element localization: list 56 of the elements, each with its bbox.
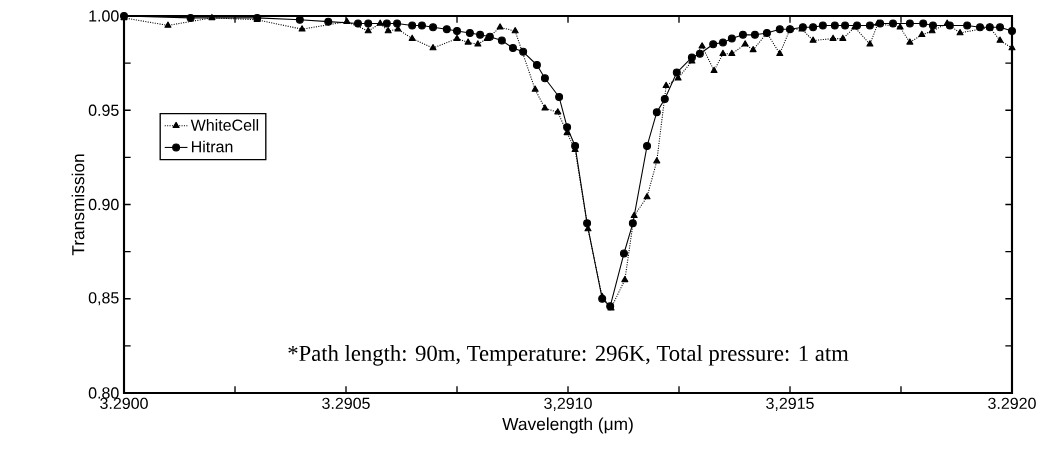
point bbox=[653, 157, 661, 164]
legend-label: Hitran bbox=[192, 140, 233, 153]
point bbox=[1008, 44, 1016, 51]
point bbox=[749, 45, 757, 53]
point bbox=[776, 49, 784, 56]
point bbox=[896, 23, 904, 30]
point bbox=[531, 85, 539, 92]
point bbox=[298, 25, 306, 32]
legend-label: WhiteCell bbox=[190, 119, 259, 131]
y-tick-label: 0.95 bbox=[88, 104, 119, 116]
point bbox=[554, 108, 562, 115]
point bbox=[408, 34, 416, 41]
point bbox=[429, 44, 437, 51]
y-tick-label: 1.00 bbox=[89, 10, 119, 22]
point bbox=[956, 28, 964, 36]
annotation: *Path length: 90m, Temperature: 296K, Total pressure: 1 atm bbox=[288, 345, 849, 366]
x-tick-label: 3,2910 bbox=[544, 397, 592, 411]
point bbox=[674, 74, 682, 81]
x-tick-label: 3.2920 bbox=[988, 397, 1036, 410]
y-tick-label: 0.80 bbox=[88, 387, 119, 399]
point bbox=[208, 13, 216, 21]
point bbox=[809, 36, 817, 43]
point bbox=[474, 40, 482, 47]
point bbox=[996, 36, 1004, 43]
point bbox=[829, 34, 837, 41]
x-tick-label: 3,2915 bbox=[766, 397, 814, 411]
point bbox=[728, 49, 736, 56]
point bbox=[906, 38, 914, 45]
y-axis-title: Transmission bbox=[71, 154, 85, 256]
point bbox=[364, 27, 372, 34]
point bbox=[343, 17, 351, 24]
point bbox=[511, 27, 519, 34]
x-tick-label: 3.2905 bbox=[322, 397, 370, 410]
point bbox=[376, 19, 384, 26]
point bbox=[630, 211, 638, 219]
point bbox=[710, 66, 718, 73]
point bbox=[918, 30, 926, 38]
y-tick-label: 0.90 bbox=[88, 198, 119, 211]
point bbox=[719, 49, 727, 56]
point bbox=[839, 34, 847, 41]
point bbox=[662, 81, 670, 89]
point bbox=[866, 40, 874, 47]
point bbox=[453, 34, 461, 41]
x-axis-title: Wavelength (μm) bbox=[502, 417, 633, 434]
point bbox=[621, 275, 629, 283]
point bbox=[741, 40, 749, 47]
point bbox=[698, 42, 706, 49]
point bbox=[164, 21, 172, 28]
point bbox=[384, 27, 392, 34]
y-tick-label: 0,85 bbox=[88, 292, 119, 306]
point bbox=[464, 38, 472, 45]
point bbox=[394, 25, 402, 32]
point bbox=[496, 23, 504, 30]
point bbox=[643, 192, 651, 200]
point bbox=[541, 104, 549, 111]
x-tick-label: 3.2900 bbox=[100, 397, 148, 410]
